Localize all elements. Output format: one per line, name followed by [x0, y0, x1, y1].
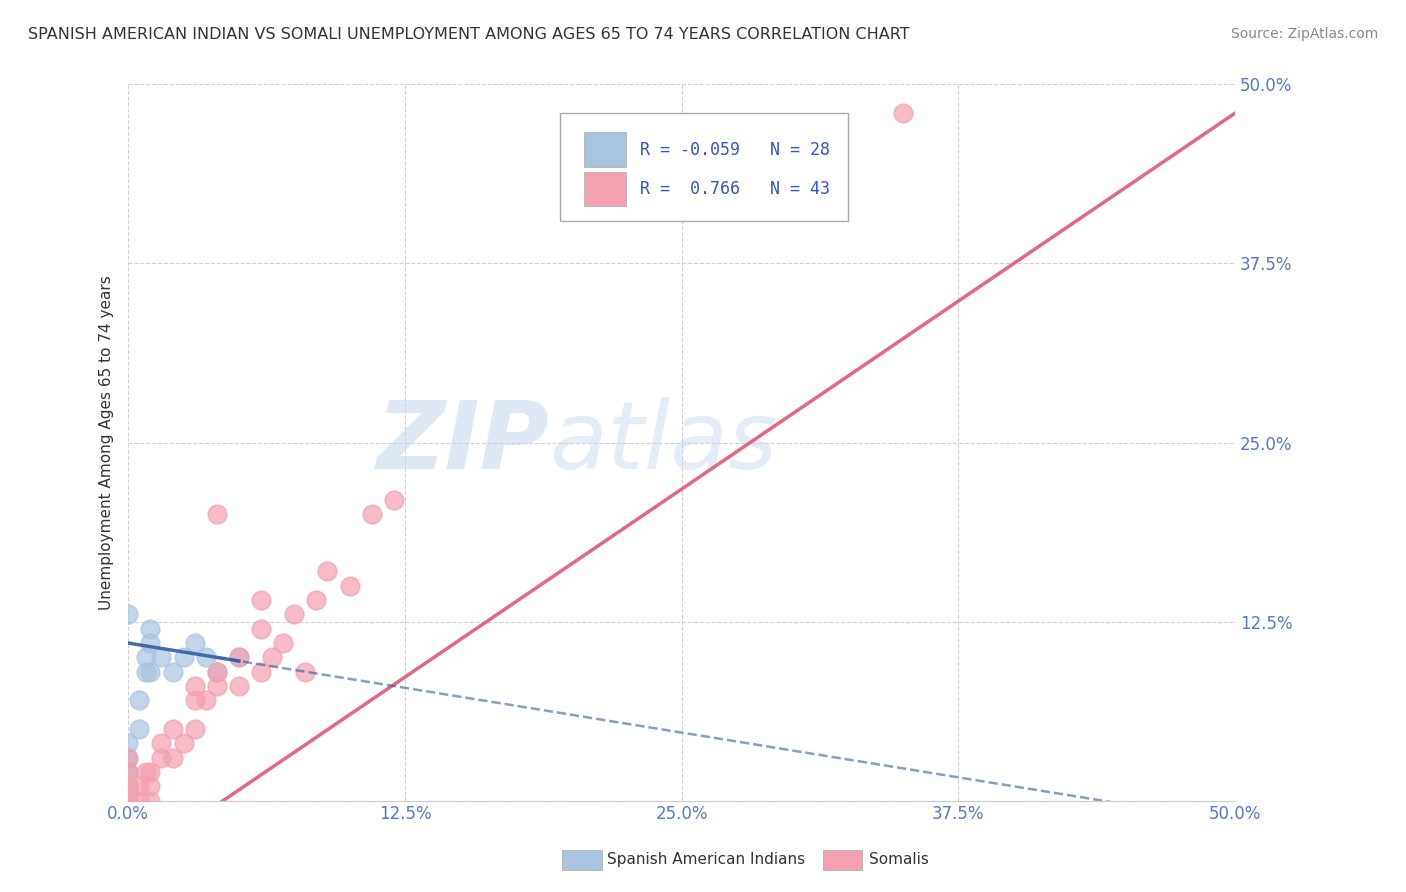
Point — [117, 764, 139, 779]
Point — [117, 787, 139, 801]
Point — [139, 794, 162, 808]
Point — [117, 794, 139, 808]
Text: R = -0.059   N = 28: R = -0.059 N = 28 — [640, 141, 830, 159]
FancyBboxPatch shape — [585, 132, 626, 167]
Point — [173, 736, 195, 750]
FancyBboxPatch shape — [560, 113, 848, 220]
Text: atlas: atlas — [548, 397, 778, 488]
Text: ZIP: ZIP — [375, 397, 548, 489]
Point — [183, 679, 205, 693]
Point — [250, 622, 273, 636]
Point — [117, 607, 139, 622]
Point — [117, 779, 139, 793]
Point — [117, 764, 139, 779]
Point — [139, 764, 162, 779]
Point — [117, 779, 139, 793]
Point — [205, 507, 228, 521]
Point — [891, 106, 914, 120]
Point — [194, 650, 217, 665]
Point — [128, 722, 150, 736]
Text: SPANISH AMERICAN INDIAN VS SOMALI UNEMPLOYMENT AMONG AGES 65 TO 74 YEARS CORRELA: SPANISH AMERICAN INDIAN VS SOMALI UNEMPL… — [28, 27, 910, 42]
Point — [250, 665, 273, 679]
Point — [128, 693, 150, 707]
Point — [128, 794, 150, 808]
Point — [360, 507, 382, 521]
Point — [117, 787, 139, 801]
Point — [139, 622, 162, 636]
Point — [271, 636, 294, 650]
Point — [117, 787, 139, 801]
Text: Somalis: Somalis — [869, 853, 929, 867]
Point — [228, 650, 250, 665]
Point — [162, 665, 184, 679]
Point — [173, 650, 195, 665]
Point — [117, 787, 139, 801]
Point — [150, 650, 173, 665]
Point — [194, 693, 217, 707]
FancyBboxPatch shape — [585, 172, 626, 206]
Point — [135, 764, 157, 779]
Point — [228, 650, 250, 665]
Point — [183, 693, 205, 707]
Point — [382, 492, 405, 507]
Point — [117, 794, 139, 808]
Point — [316, 565, 339, 579]
Point — [117, 779, 139, 793]
Point — [135, 650, 157, 665]
Point — [150, 750, 173, 764]
Point — [117, 794, 139, 808]
Point — [117, 794, 139, 808]
Point — [339, 579, 361, 593]
Point — [262, 650, 284, 665]
Point — [117, 794, 139, 808]
Point — [139, 636, 162, 650]
Point — [135, 665, 157, 679]
Text: Source: ZipAtlas.com: Source: ZipAtlas.com — [1230, 27, 1378, 41]
Text: R =  0.766   N = 43: R = 0.766 N = 43 — [640, 180, 830, 198]
Point — [139, 665, 162, 679]
Point — [117, 764, 139, 779]
Point — [117, 794, 139, 808]
Point — [205, 665, 228, 679]
Point — [162, 722, 184, 736]
Point — [205, 679, 228, 693]
Point — [205, 665, 228, 679]
Point — [305, 593, 328, 607]
Point — [117, 794, 139, 808]
Point — [128, 779, 150, 793]
Point — [117, 779, 139, 793]
Y-axis label: Unemployment Among Ages 65 to 74 years: Unemployment Among Ages 65 to 74 years — [100, 275, 114, 610]
Point — [150, 736, 173, 750]
Point — [183, 722, 205, 736]
Point — [117, 750, 139, 764]
Point — [183, 636, 205, 650]
Point — [139, 779, 162, 793]
Point — [117, 794, 139, 808]
Point — [117, 794, 139, 808]
Point — [250, 593, 273, 607]
Point — [117, 750, 139, 764]
Point — [283, 607, 305, 622]
Text: Spanish American Indians: Spanish American Indians — [607, 853, 806, 867]
Point — [117, 736, 139, 750]
Point — [162, 750, 184, 764]
Point — [294, 665, 316, 679]
Point — [228, 679, 250, 693]
